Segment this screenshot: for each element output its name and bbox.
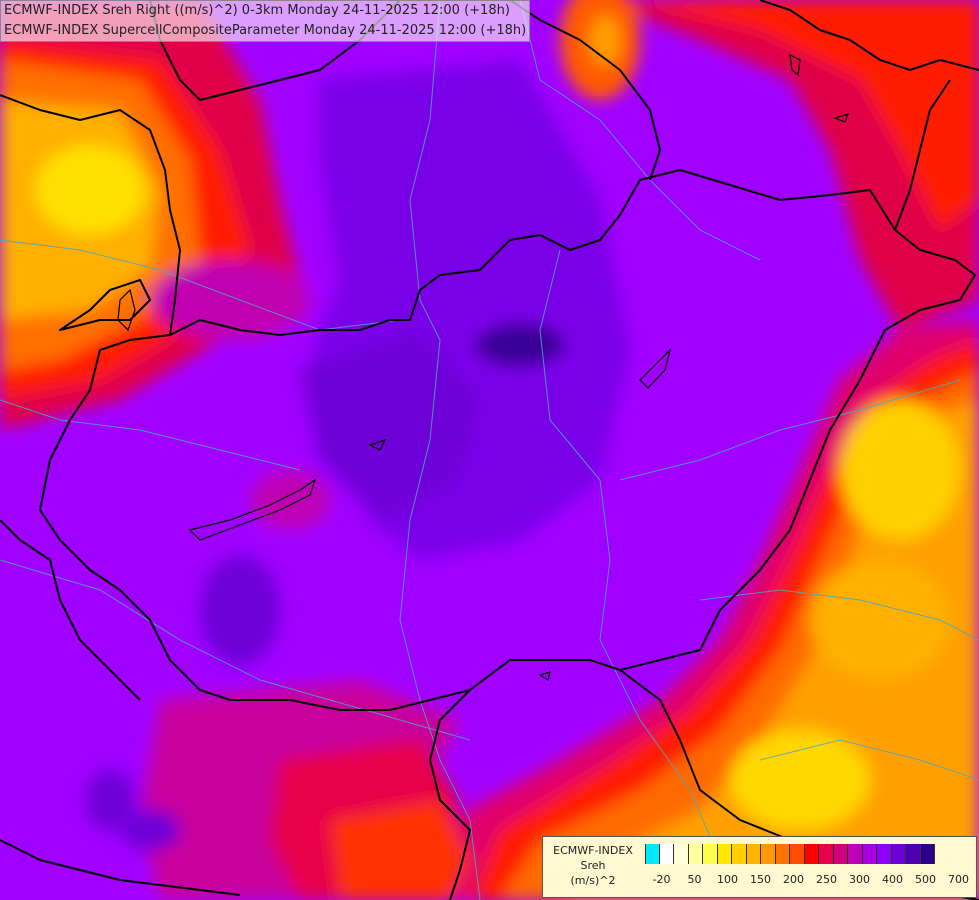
legend-swatch (848, 844, 863, 864)
legend-swatch (804, 844, 819, 864)
legend-tick-label: 50 (687, 873, 702, 886)
legend-swatch (746, 844, 761, 864)
legend-tick-label: 200 (783, 873, 804, 886)
map-title-box: ECMWF-INDEX Sreh Right ((m/s)^2) 0-3km M… (0, 0, 531, 42)
hungary-border (39, 169, 976, 711)
legend-swatch (674, 844, 689, 864)
lake-balaton (188, 478, 317, 541)
legend-swatch (703, 844, 718, 864)
legend-swatch (833, 844, 848, 864)
title-line-sreh: ECMWF-INDEX Sreh Right ((m/s)^2) 0-3km M… (4, 3, 510, 18)
legend-swatch (790, 844, 805, 864)
legend-swatch (732, 844, 747, 864)
legend-swatch (920, 844, 935, 864)
legend-swatch (775, 844, 790, 864)
legend-swatch (891, 844, 906, 864)
lake-neusiedl (117, 288, 136, 332)
lakes (117, 53, 849, 681)
legend-title: ECMWF-INDEX Sreh (m/s)^2 (543, 843, 643, 888)
legend-swatch (717, 844, 732, 864)
legend-tick-label: -20 (652, 873, 671, 886)
legend-tick-label: 100 (717, 873, 738, 886)
legend-tick-label: 400 (882, 873, 903, 886)
legend-title-model: ECMWF-INDEX (553, 844, 633, 857)
legend-swatch (819, 844, 834, 864)
legend-tick-label: 700 (948, 873, 969, 886)
legend-ticks: -20 50 100 150 200 250 300 400 500 700 (645, 873, 975, 889)
legend-tick-label: 250 (816, 873, 837, 886)
legend-title-param: Sreh (580, 859, 606, 872)
legend-swatch (877, 844, 892, 864)
legend-title-unit: (m/s)^2 (570, 874, 616, 887)
legend-swatch (906, 844, 921, 864)
legend-tick-label: 300 (849, 873, 870, 886)
legend-swatch (688, 844, 703, 864)
color-legend: ECMWF-INDEX Sreh (m/s)^2 -20 50 100 150 200 2… (542, 836, 977, 898)
legend-swatch (862, 844, 877, 864)
legend-swatch (645, 844, 660, 864)
legend-swatch (659, 844, 674, 864)
legend-tick-label: 500 (915, 873, 936, 886)
legend-swatch (761, 844, 776, 864)
legend-tick-label: 150 (750, 873, 771, 886)
title-line-scp: ECMWF-INDEX SupercellCompositeParameter … (4, 23, 527, 38)
legend-swatches (645, 844, 935, 864)
